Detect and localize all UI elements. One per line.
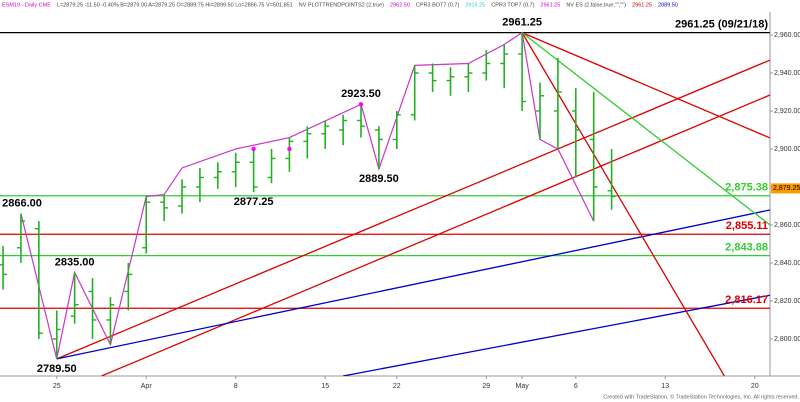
x-tick-label: Apr xyxy=(141,383,153,390)
footer: Created with TradeStation. © TradeStatio… xyxy=(603,393,799,400)
pivot-dot xyxy=(358,102,364,107)
header-text: 2962.50 xyxy=(390,2,410,8)
y-tick-label: 2,960.00 xyxy=(774,32,800,39)
pivot-high-label: 2866.00 xyxy=(2,197,42,209)
x-tick-label: 15 xyxy=(321,383,329,390)
header-text: 2889.50 xyxy=(658,2,678,8)
y-tick-label: 2,840.00 xyxy=(774,260,800,267)
header-text: 2961.25 xyxy=(540,2,560,8)
pivot-high-label: 2835.00 xyxy=(55,256,95,268)
trend-line xyxy=(56,59,770,360)
y-tick-label: 2,900.00 xyxy=(774,146,800,153)
pivot-low-label: 2877.25 xyxy=(234,196,274,208)
pivot-low-label: 2789.50 xyxy=(37,363,77,375)
y-tick-label: 2,820.00 xyxy=(774,298,800,305)
trend-line xyxy=(521,32,770,226)
x-tick-label: 6 xyxy=(574,383,578,390)
header-text: 2961.25 xyxy=(632,2,652,8)
pivot-dot xyxy=(251,146,256,152)
y-tick-label: 2,940.00 xyxy=(774,70,800,77)
trend-line xyxy=(56,209,770,360)
y-tick-label: 2,920.00 xyxy=(774,108,800,115)
y-tick-label: 2,860.00 xyxy=(774,222,800,229)
plot-area xyxy=(0,31,770,376)
x-tick-label: 22 xyxy=(393,383,401,390)
x-tick-label: 25 xyxy=(53,383,61,390)
header-text: 2919.25 xyxy=(465,2,485,8)
x-tick-label: 20 xyxy=(751,383,759,390)
trend-line xyxy=(101,94,770,376)
level-label: 2,855.11 xyxy=(726,220,768,232)
last-price-box xyxy=(771,183,800,194)
x-tick-label: 13 xyxy=(661,383,669,390)
level-label: 2,875.38 xyxy=(725,182,768,194)
pivot-high-label: 2961.25 xyxy=(502,17,542,29)
header-text: NV PLOTTRENDPOINTS2 (2,true) xyxy=(299,2,384,8)
level-label: 2,816.17 xyxy=(725,294,768,306)
header-text: CPR3 TOP7 (0.7) xyxy=(491,2,534,8)
header-text: ESM19 - Daily CME xyxy=(2,2,51,8)
x-tick-label: 8 xyxy=(234,383,238,390)
trend-line xyxy=(342,294,770,376)
trend-line xyxy=(521,32,725,376)
header-text: CPR3 BOT7 (0.7) xyxy=(416,2,460,8)
last-price-label: 2,879.25 xyxy=(773,185,800,192)
x-tick-label: 29 xyxy=(482,383,490,390)
header-text: L=2879.25 -11.50 -0.40% B=2879.00 A=2879… xyxy=(57,2,293,8)
y-tick-label: 2,800.00 xyxy=(774,336,800,343)
pivot-dot xyxy=(287,146,292,152)
pivot-low-label: 2889.50 xyxy=(359,173,399,185)
level-label: 2961.25 (09/21/18) xyxy=(675,19,768,31)
pivot-high-label: 2923.50 xyxy=(341,88,381,100)
trend-line xyxy=(521,32,770,139)
x-tick-label: May xyxy=(515,383,529,390)
header-text: NV ES (2,false,true,"","") xyxy=(566,2,626,8)
level-label: 2,843.88 xyxy=(725,241,768,253)
